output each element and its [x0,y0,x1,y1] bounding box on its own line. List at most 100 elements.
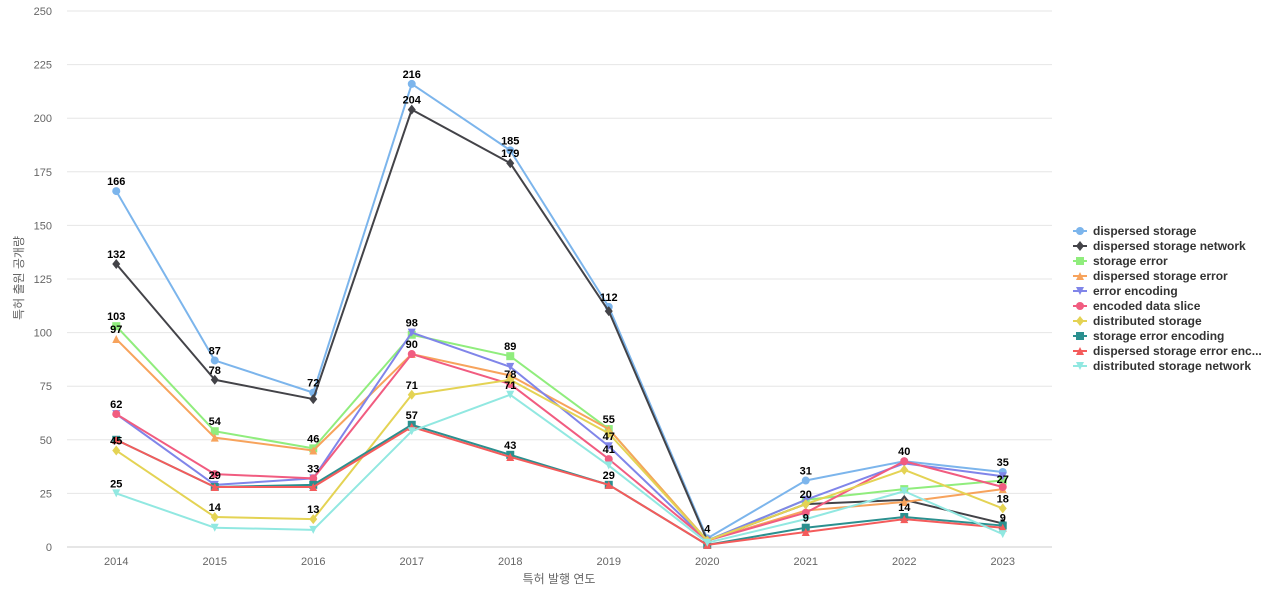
data-point[interactable] [407,104,416,115]
legend-label: dispersed storage [1093,224,1197,238]
legend-item[interactable]: storage error encoding [1073,329,1224,343]
data-point[interactable] [407,350,416,359]
data-point[interactable] [506,158,515,169]
y-tick-label: 0 [46,542,52,554]
data-point[interactable] [407,389,416,400]
data-point[interactable] [998,523,1007,532]
data-point[interactable] [604,455,613,464]
data-point[interactable] [604,428,613,439]
data-point[interactable] [309,525,318,534]
data-point[interactable] [210,433,219,442]
legend-label: encoded data slice [1093,299,1201,313]
data-point[interactable] [604,480,613,489]
data-point[interactable] [112,258,121,269]
data-point[interactable] [210,470,219,479]
series-line[interactable] [115,425,1003,546]
legend-item[interactable]: dispersed storage network [1073,239,1246,253]
series-6 [112,374,1007,546]
data-point[interactable] [506,362,515,371]
x-axis: 2014 2015 2016 2017 2018 2019 2020 2021 2022 2023 [104,556,1015,568]
data-point[interactable] [801,499,810,510]
data-point[interactable] [604,461,613,470]
data-point[interactable] [801,508,810,517]
data-point[interactable] [801,476,810,485]
data-point[interactable] [506,390,515,399]
data-point[interactable] [407,427,416,436]
legend-marker [1076,272,1084,280]
data-label: 18 [997,493,1009,505]
legend-marker [1076,287,1084,295]
data-point[interactable] [900,464,909,475]
data-label: 166 [107,176,125,188]
data-label: 33 [307,463,319,475]
series-line[interactable] [115,378,1004,542]
data-point[interactable] [801,523,810,532]
series-line[interactable] [115,338,1003,542]
legend-item[interactable]: distributed storage network [1073,359,1251,373]
series-line[interactable] [115,393,1004,544]
data-point[interactable] [900,487,909,496]
data-point[interactable] [703,538,712,547]
data-point[interactable] [998,530,1007,539]
data-label: 14 [898,502,911,514]
data-point[interactable] [309,446,318,455]
data-point[interactable] [407,79,416,88]
data-point[interactable] [407,328,416,337]
data-point[interactable] [998,503,1007,514]
legend-item[interactable]: dispersed storage [1073,224,1197,238]
data-point[interactable] [801,515,810,524]
legend-item[interactable]: dispersed storage error [1073,269,1228,283]
data-label: 9 [1000,513,1006,525]
data-point[interactable] [210,511,219,522]
legend-item[interactable]: storage error [1073,254,1168,268]
data-point[interactable] [506,452,515,461]
data-point[interactable] [210,427,219,436]
data-point[interactable] [210,356,219,365]
data-point[interactable] [112,435,121,444]
x-tick-label: 2018 [498,556,522,568]
data-point[interactable] [506,374,515,385]
data-label: 78 [209,365,221,377]
data-point[interactable] [998,482,1007,491]
data-point[interactable] [112,322,121,331]
data-point[interactable] [998,476,1007,485]
data-point[interactable] [210,482,219,491]
data-point[interactable] [309,514,318,525]
data-point[interactable] [801,527,810,536]
data-point[interactable] [210,374,219,385]
data-point[interactable] [309,482,318,491]
data-point[interactable] [506,352,515,361]
data-point[interactable] [604,306,613,317]
data-point[interactable] [900,515,909,524]
data-point[interactable] [210,523,219,532]
data-point[interactable] [998,472,1007,481]
legend-item[interactable]: encoded data slice [1073,299,1201,313]
data-point[interactable] [112,335,121,344]
legend-marker [1076,257,1084,265]
data-point[interactable] [309,474,318,483]
data-point[interactable] [900,497,909,506]
series-line[interactable] [115,82,1003,540]
data-point[interactable] [112,445,121,456]
data-point[interactable] [506,146,515,155]
series-line[interactable] [115,325,1003,542]
legend-item[interactable]: distributed storage [1073,314,1202,328]
series-line[interactable] [115,423,1003,546]
data-point[interactable] [112,410,121,419]
legend-item[interactable]: error encoding [1073,284,1178,298]
data-point[interactable] [900,457,909,466]
data-label: 55 [603,414,615,426]
data-label: 204 [403,95,422,107]
legend-item[interactable]: dispersed storage error enc... [1073,344,1262,358]
data-label: 54 [209,416,222,428]
series-layer [112,79,1007,549]
series-line[interactable] [115,108,1003,542]
data-point[interactable] [309,394,318,405]
data-label: 72 [307,378,319,390]
data-point[interactable] [604,442,613,451]
series-line[interactable] [115,353,1004,542]
data-point[interactable] [112,187,121,196]
data-point[interactable] [112,489,121,498]
x-tick-label: 2019 [597,556,621,568]
y-tick-label: 200 [34,113,52,125]
